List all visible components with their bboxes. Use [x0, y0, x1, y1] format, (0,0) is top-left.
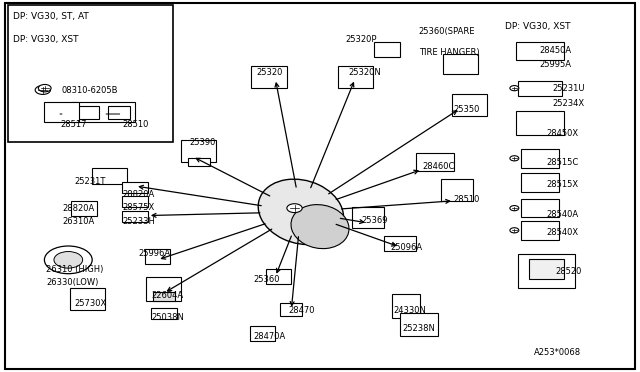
FancyBboxPatch shape [521, 173, 559, 192]
Text: 25096A: 25096A [390, 243, 422, 252]
FancyBboxPatch shape [76, 106, 99, 119]
Bar [8, 5, 173, 142]
Text: 25038N: 25038N [151, 313, 184, 323]
Text: 26330(LOW): 26330(LOW) [46, 278, 99, 287]
Ellipse shape [291, 205, 349, 248]
Text: 28540A: 28540A [546, 210, 579, 219]
FancyBboxPatch shape [108, 106, 131, 119]
Text: 28460C: 28460C [422, 162, 454, 171]
Text: 25730X: 25730X [75, 299, 107, 308]
Text: 25320N: 25320N [349, 68, 381, 77]
FancyBboxPatch shape [516, 42, 564, 61]
FancyBboxPatch shape [399, 313, 438, 336]
Text: 28450X: 28450X [546, 129, 579, 138]
FancyBboxPatch shape [250, 326, 275, 341]
Text: 25390: 25390 [189, 138, 216, 147]
FancyBboxPatch shape [280, 303, 303, 316]
Text: 25231U: 25231U [552, 84, 585, 93]
FancyBboxPatch shape [529, 259, 564, 279]
FancyBboxPatch shape [181, 140, 216, 162]
Text: 28470: 28470 [288, 306, 315, 315]
FancyBboxPatch shape [441, 179, 473, 201]
FancyBboxPatch shape [521, 221, 559, 240]
Ellipse shape [54, 251, 83, 268]
FancyBboxPatch shape [151, 308, 177, 319]
FancyBboxPatch shape [415, 153, 454, 171]
Text: 28470A: 28470A [253, 332, 285, 341]
FancyBboxPatch shape [153, 292, 175, 301]
Text: 28510: 28510 [122, 119, 149, 129]
Text: 25350: 25350 [454, 105, 480, 114]
Circle shape [510, 86, 519, 91]
Text: 28450A: 28450A [540, 46, 572, 55]
Text: 25233H: 25233H [122, 217, 156, 227]
Ellipse shape [44, 246, 92, 274]
Text: DP: VG30, XST: DP: VG30, XST [505, 22, 570, 31]
FancyBboxPatch shape [392, 294, 420, 318]
Circle shape [510, 206, 519, 211]
FancyBboxPatch shape [516, 111, 564, 135]
Text: 22604A: 22604A [151, 291, 183, 300]
FancyBboxPatch shape [521, 199, 559, 217]
FancyBboxPatch shape [92, 168, 127, 185]
Text: 26310A: 26310A [62, 217, 94, 227]
FancyBboxPatch shape [147, 278, 181, 301]
FancyBboxPatch shape [188, 158, 210, 166]
FancyBboxPatch shape [521, 149, 559, 167]
Circle shape [510, 228, 519, 233]
FancyBboxPatch shape [122, 211, 148, 222]
Text: DP: VG30, XST: DP: VG30, XST [13, 35, 78, 44]
Circle shape [287, 204, 302, 212]
Circle shape [510, 156, 519, 161]
Text: 25320: 25320 [256, 68, 283, 77]
FancyBboxPatch shape [70, 288, 105, 310]
Text: 28510: 28510 [454, 195, 480, 204]
FancyBboxPatch shape [145, 249, 170, 263]
Text: DP: VG30, ST, AT: DP: VG30, ST, AT [13, 13, 88, 22]
Text: TIRE HANGER): TIRE HANGER) [419, 48, 479, 57]
Circle shape [38, 84, 51, 92]
Text: 28515X: 28515X [546, 180, 579, 189]
FancyBboxPatch shape [252, 66, 287, 88]
Text: 25995A: 25995A [540, 61, 572, 70]
Text: 24330N: 24330N [394, 306, 426, 315]
Text: 25360: 25360 [253, 275, 280, 283]
Text: 25360(SPARE: 25360(SPARE [419, 27, 476, 36]
Text: 25996A: 25996A [138, 249, 170, 258]
Text: 28575X: 28575X [122, 203, 155, 212]
FancyBboxPatch shape [384, 236, 415, 251]
Ellipse shape [258, 179, 344, 244]
Text: A253*0068: A253*0068 [534, 349, 580, 357]
FancyBboxPatch shape [72, 201, 97, 215]
Text: 25231T: 25231T [75, 177, 106, 186]
Text: 25320P: 25320P [346, 35, 377, 44]
FancyBboxPatch shape [452, 94, 487, 116]
Text: 28515C: 28515C [546, 158, 579, 167]
Circle shape [35, 86, 51, 94]
FancyBboxPatch shape [337, 66, 372, 88]
FancyBboxPatch shape [72, 102, 135, 122]
FancyBboxPatch shape [374, 42, 399, 57]
Text: 28540X: 28540X [546, 228, 579, 237]
FancyBboxPatch shape [352, 207, 384, 228]
Text: 25369: 25369 [362, 215, 388, 225]
Text: 28820A: 28820A [122, 190, 155, 199]
Text: 26310 (HIGH): 26310 (HIGH) [46, 265, 104, 275]
FancyBboxPatch shape [443, 54, 477, 74]
FancyBboxPatch shape [266, 269, 291, 284]
FancyBboxPatch shape [122, 196, 148, 207]
Text: 28520: 28520 [556, 267, 582, 276]
FancyBboxPatch shape [44, 102, 79, 122]
Text: 28517: 28517 [60, 119, 86, 129]
FancyBboxPatch shape [518, 254, 575, 288]
Text: 25234X: 25234X [552, 99, 585, 108]
FancyBboxPatch shape [122, 182, 148, 193]
Text: 08310-6205B: 08310-6205B [62, 86, 118, 95]
FancyBboxPatch shape [518, 81, 562, 96]
Text: 28820A: 28820A [62, 205, 94, 214]
Text: 25238N: 25238N [403, 324, 436, 333]
